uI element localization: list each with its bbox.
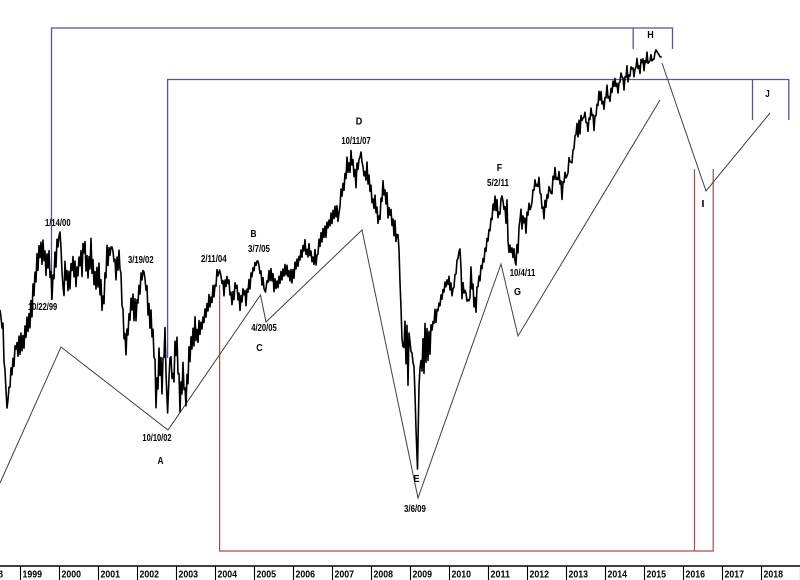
svg-text:2002: 2002 xyxy=(140,570,160,580)
svg-text:2000: 2000 xyxy=(62,570,82,580)
svg-text:2011: 2011 xyxy=(491,570,511,580)
svg-text:2005: 2005 xyxy=(257,570,277,580)
svg-text:2003: 2003 xyxy=(179,570,199,580)
svg-text:3/19/02: 3/19/02 xyxy=(128,255,154,266)
svg-text:2006: 2006 xyxy=(296,570,316,580)
svg-text:2014: 2014 xyxy=(608,570,628,580)
svg-text:10/22/99: 10/22/99 xyxy=(28,302,58,313)
svg-text:2015: 2015 xyxy=(647,570,667,580)
svg-text:2018: 2018 xyxy=(764,570,784,580)
svg-text:B: B xyxy=(251,228,257,240)
svg-text:10/4/11: 10/4/11 xyxy=(510,268,536,279)
svg-text:3/7/05: 3/7/05 xyxy=(248,244,270,255)
svg-text:2010: 2010 xyxy=(452,570,472,580)
svg-text:C: C xyxy=(256,342,263,354)
svg-text:H: H xyxy=(647,29,654,41)
svg-text:10/11/07: 10/11/07 xyxy=(341,136,371,147)
svg-text:2/11/04: 2/11/04 xyxy=(201,254,227,265)
svg-text:I: I xyxy=(702,198,705,210)
svg-text:3/6/09: 3/6/09 xyxy=(404,504,426,515)
svg-text:2009: 2009 xyxy=(413,570,433,580)
svg-text:2012: 2012 xyxy=(530,570,550,580)
svg-text:4/20/05: 4/20/05 xyxy=(251,323,277,334)
svg-text:1998: 1998 xyxy=(0,570,3,580)
svg-text:G: G xyxy=(514,286,521,298)
svg-text:A: A xyxy=(158,455,164,467)
svg-text:1999: 1999 xyxy=(23,570,43,580)
svg-text:2013: 2013 xyxy=(569,570,589,580)
svg-text:2001: 2001 xyxy=(101,570,121,580)
svg-text:J: J xyxy=(765,88,770,100)
svg-text:2008: 2008 xyxy=(374,570,394,580)
svg-text:10/10/02: 10/10/02 xyxy=(142,433,172,444)
svg-text:E: E xyxy=(414,473,420,485)
svg-text:D: D xyxy=(356,116,363,128)
svg-text:F: F xyxy=(497,162,503,174)
svg-text:1/14/00: 1/14/00 xyxy=(45,218,71,229)
svg-text:5/2/11: 5/2/11 xyxy=(487,178,509,189)
svg-text:2004: 2004 xyxy=(218,570,238,580)
svg-text:2017: 2017 xyxy=(725,570,745,580)
svg-text:2007: 2007 xyxy=(335,570,355,580)
svg-text:2016: 2016 xyxy=(686,570,706,580)
